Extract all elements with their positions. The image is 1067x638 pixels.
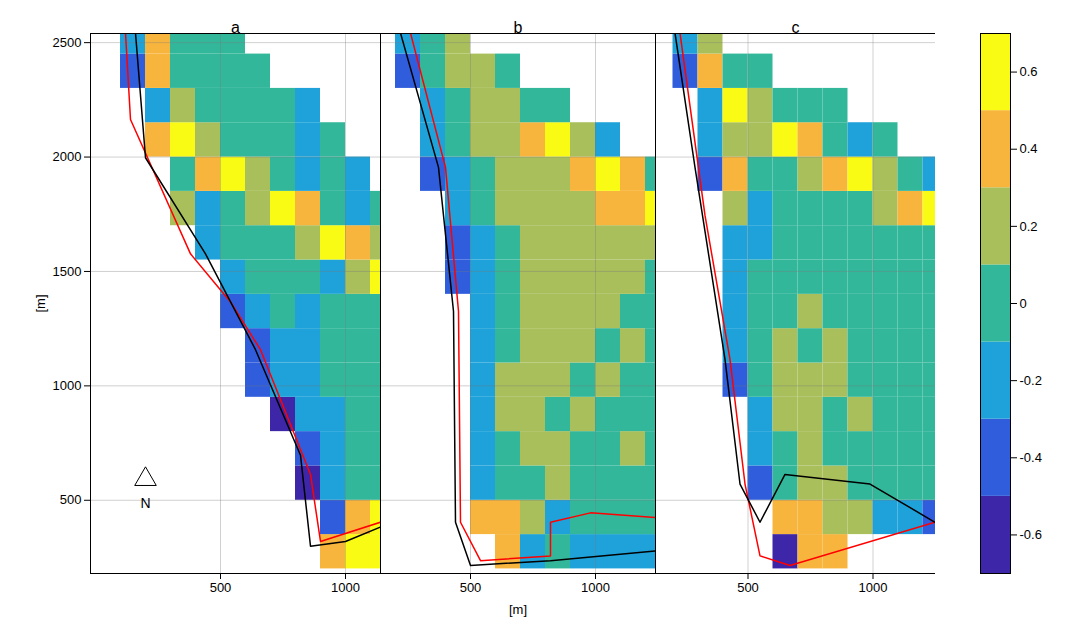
- svg-text:1000: 1000: [581, 580, 610, 595]
- svg-text:-0.2: -0.2: [1020, 373, 1042, 388]
- svg-text:[m]: [m]: [33, 294, 48, 312]
- svg-text:a: a: [231, 19, 240, 36]
- svg-text:-0.6: -0.6: [1020, 527, 1042, 542]
- svg-text:[m]: [m]: [509, 602, 527, 617]
- svg-text:0: 0: [1020, 296, 1027, 311]
- svg-text:1500: 1500: [53, 264, 82, 279]
- svg-text:2000: 2000: [53, 149, 82, 164]
- svg-text:0.2: 0.2: [1020, 219, 1038, 234]
- svg-text:0.4: 0.4: [1020, 141, 1038, 156]
- svg-text:500: 500: [210, 580, 232, 595]
- svg-text:500: 500: [737, 580, 759, 595]
- svg-text:2500: 2500: [53, 35, 82, 50]
- svg-text:c: c: [792, 19, 800, 36]
- svg-text:0.6: 0.6: [1020, 64, 1038, 79]
- svg-text:-0.4: -0.4: [1020, 450, 1042, 465]
- svg-text:1000: 1000: [331, 580, 360, 595]
- svg-text:N: N: [140, 495, 150, 511]
- svg-text:500: 500: [60, 492, 82, 507]
- svg-text:1000: 1000: [859, 580, 888, 595]
- svg-text:500: 500: [460, 580, 482, 595]
- svg-text:b: b: [514, 19, 523, 36]
- svg-text:1000: 1000: [53, 378, 82, 393]
